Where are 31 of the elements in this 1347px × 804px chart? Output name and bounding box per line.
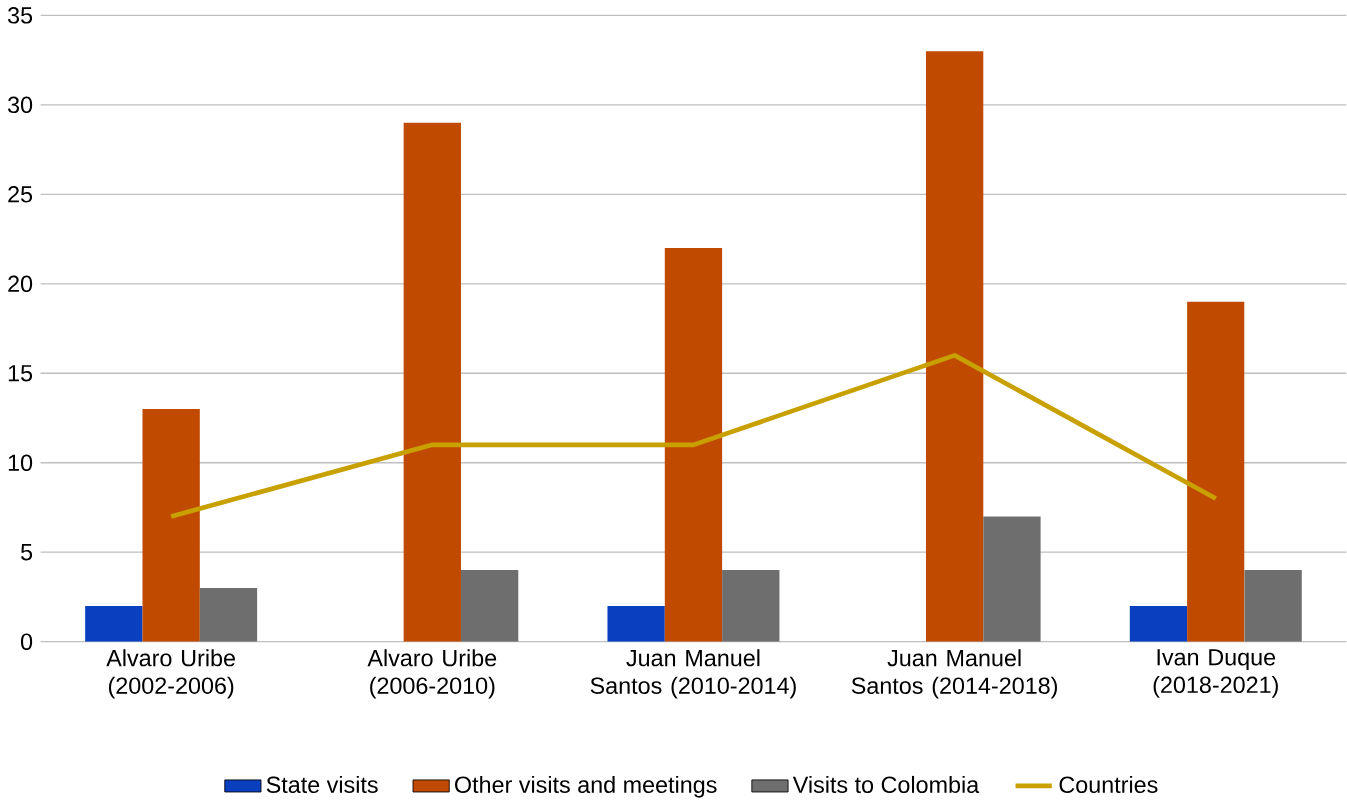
y-tick-label: 25: [8, 185, 33, 203]
bar: [1129, 605, 1188, 642]
line-series: [168, 352, 1219, 519]
x-tick-label: Juan Manuel Santos (2010-2014): [590, 648, 796, 699]
legend-label: Countries: [1059, 775, 1158, 793]
y-tick-label: 30: [7, 96, 33, 113]
bar: [925, 50, 984, 642]
y-tick-label: 0: [20, 633, 33, 650]
bar: [722, 569, 780, 642]
bar: [1244, 569, 1302, 642]
bar: [403, 122, 461, 642]
bar: [607, 605, 665, 642]
x-tick-label: Ivan Duque (2018-2021): [1153, 648, 1278, 698]
legend-label: Visits to Colombia: [792, 775, 980, 793]
bar: [142, 408, 200, 642]
y-tick-label: 10: [8, 454, 33, 471]
x-tick-label: Alvaro Uribe (2002-2006): [106, 648, 235, 699]
y-tick-label: 15: [8, 364, 33, 382]
x-tick-label: Juan Manuel Santos (2014-2018): [851, 648, 1057, 699]
bar: [1187, 301, 1245, 642]
bar: [983, 516, 1041, 642]
y-tick-label: 20: [8, 275, 33, 292]
legend-label: State visits: [266, 775, 378, 793]
y-tick-label: 35: [7, 6, 33, 24]
bar: [664, 247, 723, 642]
bar: [85, 605, 143, 642]
x-tick-label: Alvaro Uribe (2006-2010): [367, 648, 497, 699]
legend-label: Other visits and meetings: [455, 775, 717, 798]
y-tick-label: 5: [21, 543, 33, 561]
bar: [199, 587, 258, 642]
bar: [460, 569, 519, 642]
